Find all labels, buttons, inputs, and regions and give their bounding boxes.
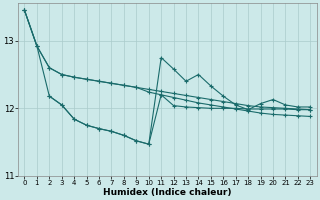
X-axis label: Humidex (Indice chaleur): Humidex (Indice chaleur) <box>103 188 232 197</box>
